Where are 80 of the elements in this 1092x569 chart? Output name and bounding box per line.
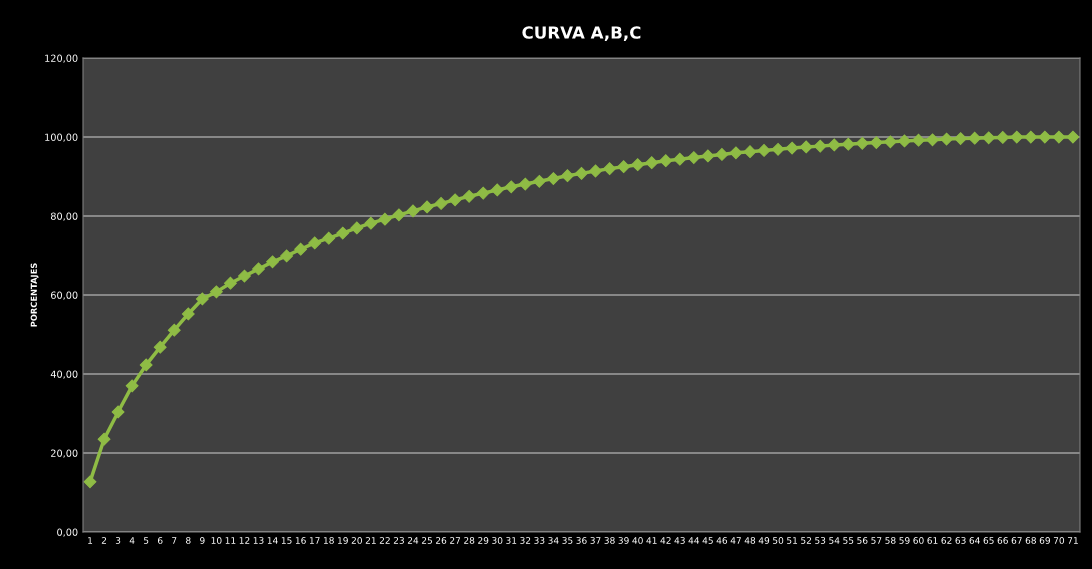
x-tick-label: 59 [899, 537, 910, 544]
x-tick-label: 20 [351, 537, 362, 544]
x-tick-label: 32 [520, 537, 531, 544]
x-tick-label: 25 [421, 537, 432, 544]
x-tick-label: 21 [365, 537, 376, 544]
x-tick-label: 62 [941, 537, 952, 544]
x-tick-label: 50 [773, 537, 784, 544]
x-tick-label: 46 [716, 537, 728, 544]
x-tick-label: 71 [1067, 537, 1078, 544]
x-tick-label: 9 [200, 537, 205, 544]
x-tick-label: 27 [450, 537, 461, 544]
x-tick-label: 42 [660, 537, 671, 544]
x-tick-label: 57 [871, 537, 882, 544]
x-tick-label: 15 [281, 537, 292, 544]
x-tick-label: 55 [843, 537, 854, 544]
y-tick-label: 100,00 [45, 133, 78, 142]
x-tick-label: 63 [955, 537, 966, 544]
y-axis-title: PORCENTAJES [30, 263, 39, 327]
x-tick-label: 40 [632, 537, 643, 544]
x-tick-label: 48 [744, 537, 756, 544]
x-tick-label: 65 [983, 537, 994, 544]
x-tick-label: 36 [576, 537, 587, 544]
x-tick-label: 26 [435, 537, 447, 544]
chart-title: CURVA A,B,C [522, 26, 641, 41]
x-tick-label: 2 [101, 537, 107, 544]
x-tick-label: 11 [225, 537, 236, 544]
x-tick-label: 33 [534, 537, 545, 544]
x-tick-label: 67 [1011, 537, 1022, 544]
x-tick-label: 23 [393, 537, 404, 544]
y-tick-label: 60,00 [50, 291, 78, 300]
x-tick-label: 56 [857, 537, 868, 544]
x-tick-label: 45 [702, 537, 713, 544]
x-tick-label: 47 [730, 537, 741, 544]
y-tick-label: 80,00 [50, 212, 78, 221]
x-tick-label: 4 [129, 537, 135, 544]
x-tick-label: 39 [618, 537, 629, 544]
x-tick-label: 43 [674, 537, 685, 544]
x-tick-label: 51 [787, 537, 798, 544]
x-tick-label: 38 [604, 537, 615, 544]
x-tick-label: 3 [115, 537, 121, 544]
x-tick-label: 44 [688, 537, 700, 544]
x-tick-label: 10 [211, 537, 222, 544]
x-tick-label: 37 [590, 537, 601, 544]
x-tick-label: 52 [801, 537, 811, 544]
x-tick-label: 30 [492, 537, 503, 544]
y-tick-label: 0,00 [57, 528, 78, 537]
x-tick-label: 60 [913, 537, 924, 544]
x-tick-label: 64 [969, 537, 980, 544]
x-tick-label: 41 [646, 537, 657, 544]
x-tick-label: 68 [1025, 537, 1036, 544]
x-tick-label: 66 [997, 537, 1008, 544]
y-tick-label: 120,00 [45, 54, 78, 63]
x-tick-label: 19 [338, 537, 348, 544]
x-tick-label: 16 [295, 537, 306, 544]
x-tick-label: 7 [172, 537, 177, 544]
x-tick-label: 61 [927, 537, 938, 544]
x-tick-label: 14 [267, 537, 278, 544]
x-tick-label: 8 [186, 537, 191, 544]
x-tick-label: 35 [562, 537, 573, 544]
x-tick-label: 58 [885, 537, 896, 544]
x-tick-label: 13 [253, 537, 264, 544]
x-tick-label: 5 [144, 537, 149, 544]
x-tick-label: 6 [157, 537, 163, 544]
y-tick-label: 40,00 [50, 370, 78, 379]
x-tick-label: 53 [815, 537, 826, 544]
x-tick-label: 49 [758, 537, 770, 544]
x-tick-label: 12 [239, 537, 250, 544]
x-tick-label: 29 [478, 537, 489, 544]
x-tick-label: 18 [323, 537, 334, 544]
x-tick-label: 28 [464, 537, 475, 544]
x-tick-label: 69 [1039, 537, 1050, 544]
x-tick-label: 22 [379, 537, 390, 544]
x-tick-label: 31 [506, 537, 517, 544]
x-tick-label: 34 [548, 537, 559, 544]
x-tick-label: 17 [309, 537, 320, 544]
x-tick-label: 70 [1053, 537, 1065, 544]
x-tick-label: 1 [88, 537, 93, 544]
y-tick-label: 20,00 [51, 449, 78, 458]
x-tick-label: 54 [829, 537, 840, 544]
x-tick-label: 24 [407, 537, 419, 544]
